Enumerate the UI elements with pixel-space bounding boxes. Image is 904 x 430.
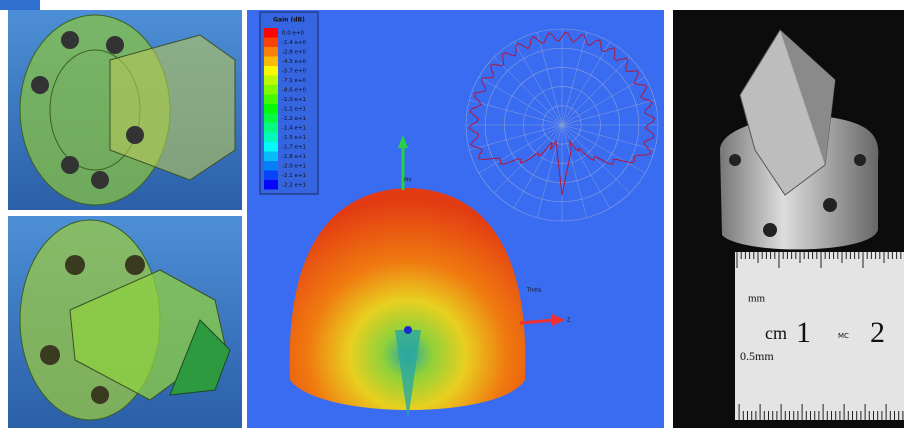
legend-swatch (264, 123, 278, 133)
ruler-number: 1 (796, 316, 811, 349)
legend-label: -2.8 e+0 (282, 50, 306, 56)
legend-swatch (264, 114, 278, 124)
legend-label: -2.2 e+1 (282, 183, 306, 189)
legend-label: -2.1 e+1 (282, 173, 306, 179)
legend-swatch (264, 28, 278, 38)
legend-label: -2.0 e+1 (282, 164, 306, 170)
legend-swatch (264, 133, 278, 143)
legend-swatch (264, 85, 278, 95)
legend-label: -4.3 e+0 (282, 59, 306, 65)
axis-label: Theta (526, 288, 541, 294)
ruler-number: 2 (870, 316, 885, 349)
legend-swatch (264, 152, 278, 162)
legend-label: -1.4 e+0 (282, 40, 306, 46)
ruler-label: cm (765, 323, 787, 343)
legend-swatch (264, 171, 278, 181)
ruler-label: 0.5mm (740, 349, 774, 363)
legend-label: -8.6 e+0 (282, 88, 306, 94)
ruler-logo: MC (838, 332, 849, 340)
polar-plot (466, 29, 658, 221)
figure: Gain (dB) 0.0 e+0 -1.4 e+0 -2.8 e+0 -4.3 e+… (0, 0, 904, 430)
legend-swatch (264, 142, 278, 152)
legend-swatch (264, 66, 278, 76)
legend-label: 0.0 e+0 (282, 31, 304, 37)
legend-label: -7.1 e+0 (282, 78, 306, 84)
legend-label: -1.8 e+1 (282, 154, 306, 160)
legend-label: -5.7 e+0 (282, 69, 306, 75)
legend-swatch (264, 38, 278, 48)
legend-swatch (264, 47, 278, 57)
legend-swatch (264, 95, 278, 105)
legend-label: -1.2 e+1 (282, 116, 306, 122)
legend-label: -1.1 e+1 (282, 107, 306, 113)
ruler-label: mm (748, 293, 766, 305)
cad-bottom (8, 216, 242, 428)
legend-swatch (264, 76, 278, 86)
tab (0, 0, 40, 10)
legend-swatch (264, 104, 278, 114)
legend-swatch (264, 180, 278, 190)
legend-swatch (264, 161, 278, 171)
legend-label: -1.0 e+1 (282, 97, 306, 103)
legend: 0.0 e+0 -1.4 e+0 -2.8 e+0 -4.3 e+0 -5.7 e+0 -… (264, 28, 306, 190)
legend-swatch (264, 57, 278, 67)
legend-label: -1.7 e+1 (282, 145, 306, 151)
photo-panel: mm cm 1 MC 2 0.5mm (673, 10, 904, 428)
legend-label: -1.5 e+1 (282, 135, 306, 141)
axis-label: Z (567, 318, 571, 324)
axis-label: Phi (404, 178, 412, 184)
cad-top (8, 10, 242, 210)
legend-title: Gain (dB) (273, 17, 305, 24)
simulation-panel: Gain (dB) 0.0 e+0 -1.4 e+0 -2.8 e+0 -4.3 e+… (247, 10, 664, 428)
legend-label: -1.4 e+1 (282, 126, 306, 132)
